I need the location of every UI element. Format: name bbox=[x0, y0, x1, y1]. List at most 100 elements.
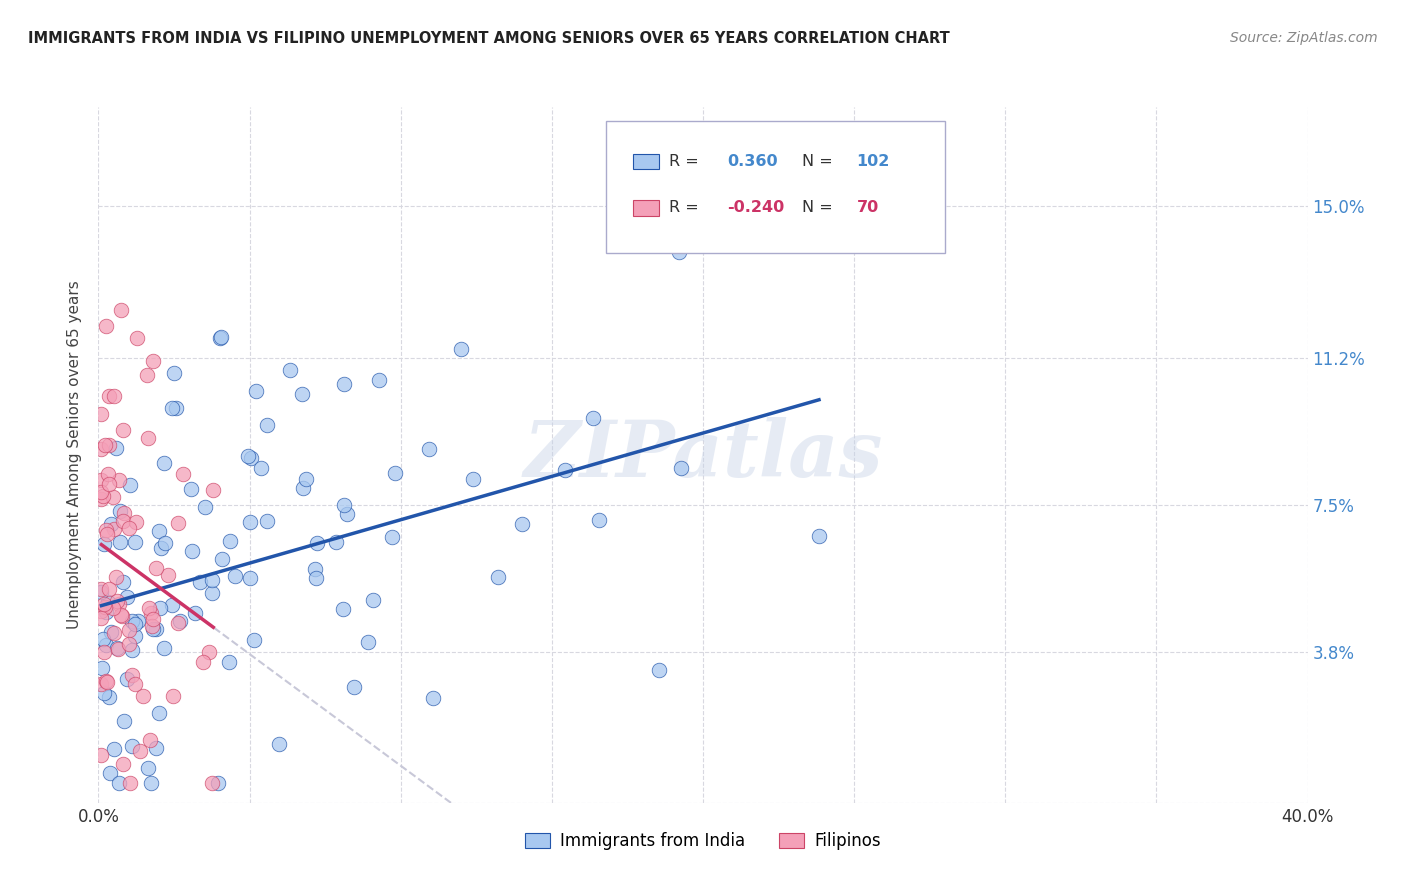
Point bbox=[240, 450, 263, 465]
Point bbox=[98, 690, 121, 705]
Point bbox=[136, 761, 159, 775]
Point bbox=[108, 597, 131, 611]
Point bbox=[201, 776, 224, 790]
Point bbox=[141, 618, 163, 632]
Text: Source: ZipAtlas.com: Source: ZipAtlas.com bbox=[1230, 31, 1378, 45]
Point bbox=[124, 630, 146, 644]
Point bbox=[103, 742, 125, 756]
Point bbox=[335, 507, 357, 521]
Point bbox=[184, 606, 207, 620]
Point bbox=[110, 302, 132, 317]
Point bbox=[332, 498, 354, 512]
Point bbox=[180, 483, 202, 497]
Point bbox=[132, 689, 155, 703]
Point bbox=[121, 668, 143, 682]
Point bbox=[160, 598, 183, 612]
Point bbox=[145, 622, 167, 636]
Point bbox=[94, 599, 117, 614]
Point bbox=[93, 645, 115, 659]
Point bbox=[108, 534, 131, 549]
Point bbox=[124, 677, 146, 691]
Point bbox=[111, 514, 134, 528]
Point bbox=[141, 606, 163, 620]
Point bbox=[156, 568, 179, 582]
Point bbox=[125, 515, 148, 529]
Point bbox=[165, 401, 187, 415]
Point bbox=[136, 368, 159, 382]
Point bbox=[125, 331, 148, 345]
Point bbox=[121, 614, 143, 628]
Point bbox=[90, 492, 112, 507]
Point bbox=[90, 473, 112, 487]
Point bbox=[201, 586, 224, 600]
Point bbox=[450, 343, 472, 357]
Point bbox=[304, 562, 326, 576]
Point bbox=[118, 623, 141, 637]
Point bbox=[108, 776, 131, 790]
Point bbox=[155, 536, 177, 550]
Point bbox=[104, 441, 127, 455]
Text: 0.360: 0.360 bbox=[727, 153, 778, 169]
Point bbox=[90, 747, 112, 762]
Point bbox=[111, 424, 134, 438]
Point bbox=[167, 616, 190, 631]
Point bbox=[181, 543, 204, 558]
Point bbox=[100, 517, 122, 532]
Text: R =: R = bbox=[669, 153, 704, 169]
FancyBboxPatch shape bbox=[606, 121, 945, 253]
Point bbox=[361, 593, 384, 607]
Point bbox=[112, 714, 135, 729]
Point bbox=[194, 500, 217, 514]
Text: IMMIGRANTS FROM INDIA VS FILIPINO UNEMPLOYMENT AMONG SENIORS OVER 65 YEARS CORRE: IMMIGRANTS FROM INDIA VS FILIPINO UNEMPL… bbox=[28, 31, 950, 46]
Point bbox=[112, 506, 135, 520]
Point bbox=[267, 737, 290, 751]
Text: 70: 70 bbox=[856, 201, 879, 216]
Point bbox=[153, 456, 176, 470]
Point bbox=[90, 661, 112, 675]
Point bbox=[97, 438, 120, 452]
Point bbox=[101, 601, 124, 615]
Point bbox=[96, 526, 118, 541]
Point bbox=[325, 535, 347, 549]
Point bbox=[305, 571, 328, 585]
Point bbox=[115, 590, 138, 604]
Point bbox=[191, 655, 214, 669]
Point bbox=[127, 614, 149, 628]
Point bbox=[145, 740, 167, 755]
Point bbox=[90, 585, 112, 599]
Point bbox=[291, 387, 314, 401]
Point bbox=[91, 489, 114, 503]
Point bbox=[138, 601, 160, 615]
Point bbox=[107, 473, 129, 487]
Point bbox=[197, 645, 219, 659]
Y-axis label: Unemployment Among Seniors over 65 years: Unemployment Among Seniors over 65 years bbox=[67, 281, 83, 629]
Point bbox=[202, 483, 225, 497]
Point bbox=[307, 536, 329, 550]
Point bbox=[418, 442, 440, 456]
Point bbox=[243, 633, 266, 648]
FancyBboxPatch shape bbox=[633, 201, 659, 216]
Point bbox=[139, 776, 162, 790]
Point bbox=[145, 561, 167, 575]
Point bbox=[207, 776, 229, 790]
Point bbox=[118, 477, 141, 491]
Point bbox=[142, 623, 165, 637]
Point bbox=[588, 513, 610, 527]
Point bbox=[332, 602, 354, 616]
Point bbox=[149, 541, 172, 555]
Point bbox=[169, 614, 191, 628]
Point bbox=[105, 593, 128, 607]
Point bbox=[93, 685, 115, 699]
Point bbox=[218, 655, 240, 669]
Point bbox=[118, 776, 141, 790]
Point bbox=[295, 472, 318, 486]
Text: N =: N = bbox=[803, 201, 838, 216]
Point bbox=[94, 524, 117, 538]
Point bbox=[107, 641, 129, 656]
Point bbox=[808, 529, 831, 543]
Point bbox=[219, 534, 242, 549]
Point bbox=[510, 517, 533, 532]
Point bbox=[148, 524, 170, 538]
Point bbox=[104, 570, 127, 584]
Point bbox=[368, 373, 391, 387]
